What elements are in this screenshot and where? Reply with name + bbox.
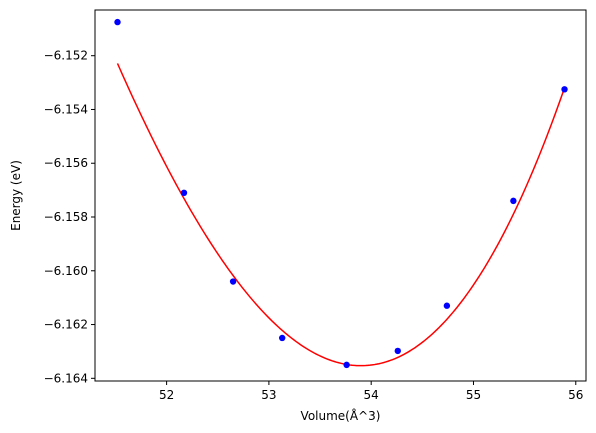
y-tick-label: −6.162 bbox=[44, 318, 88, 332]
y-axis-label: Energy (eV) bbox=[9, 160, 23, 231]
x-tick-label: 56 bbox=[568, 388, 583, 402]
x-tick-label: 52 bbox=[159, 388, 174, 402]
data-point bbox=[229, 278, 237, 285]
y-tick-label: −6.154 bbox=[44, 102, 88, 116]
data-point bbox=[343, 361, 350, 369]
data-point bbox=[180, 189, 188, 197]
x-axis-label: Volume(Å^3) bbox=[301, 408, 381, 423]
y-tick-label: −6.156 bbox=[44, 156, 88, 170]
x-tick-label: 55 bbox=[466, 388, 481, 402]
data-point bbox=[394, 347, 401, 355]
y-tick-label: −6.164 bbox=[44, 371, 88, 385]
y-axis-ticks: −6.152 −6.154 −6.156 −6.158 −6.160 −6.162 −6.1… bbox=[44, 49, 95, 385]
y-tick-label: −6.160 bbox=[44, 264, 88, 278]
plot-area bbox=[94, 9, 587, 382]
data-point bbox=[443, 302, 451, 309]
x-tick-label: 54 bbox=[364, 388, 379, 402]
data-points bbox=[114, 18, 568, 369]
data-point bbox=[510, 197, 517, 205]
y-tick-label: −6.152 bbox=[44, 49, 88, 63]
x-axis-ticks: 52 53 54 55 56 bbox=[159, 381, 583, 402]
data-point bbox=[278, 334, 286, 342]
y-tick-label: −6.158 bbox=[44, 210, 88, 224]
x-tick-label: 53 bbox=[261, 388, 276, 402]
fit-curve bbox=[116, 63, 566, 367]
data-point bbox=[561, 86, 568, 93]
data-point bbox=[114, 18, 121, 26]
axes-frame bbox=[94, 9, 587, 382]
